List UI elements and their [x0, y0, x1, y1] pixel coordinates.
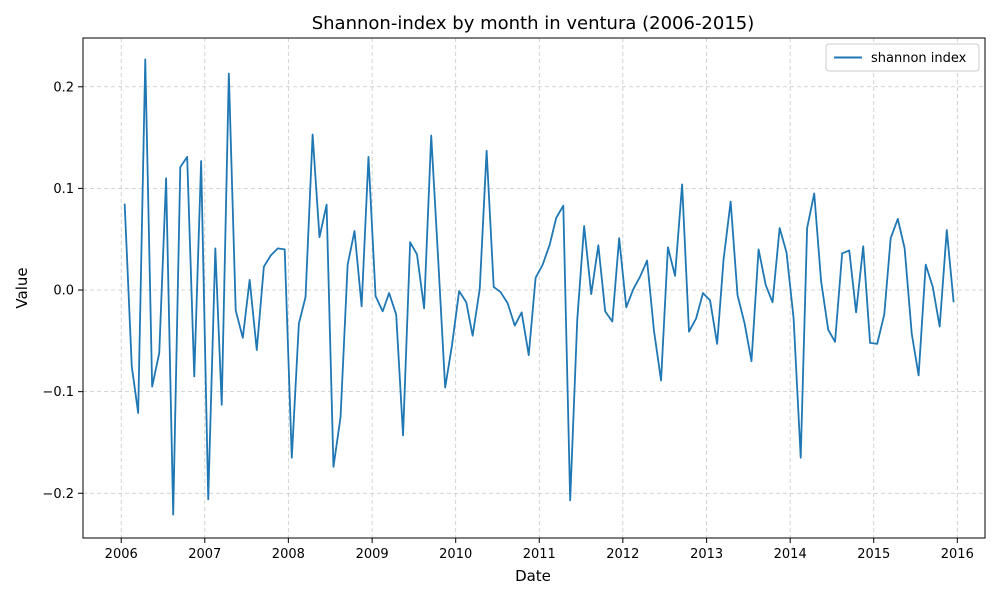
y-axis-label: Value [13, 267, 31, 308]
x-tick-label: 2007 [188, 547, 221, 562]
grid-lines [83, 38, 985, 538]
plot-frame [82, 37, 986, 539]
y-tick-label: 0.2 [53, 80, 74, 95]
legend: shannon index [825, 43, 980, 72]
x-axis-label: Date [515, 567, 551, 585]
x-tick-label: 2016 [941, 547, 974, 562]
y-axis: 0.2 0.1 0.0 −0.1 −0.2 [42, 80, 83, 502]
y-tick-label: −0.1 [42, 385, 74, 400]
y-tick-label: −0.2 [42, 487, 74, 502]
x-tick-label: 2009 [356, 547, 389, 562]
series-line-shannon-index [123, 58, 955, 516]
x-tick-label: 2014 [774, 547, 807, 562]
x-axis: 2006 2007 2008 2009 2010 2011 2012 2013 2014 2015… [105, 538, 974, 562]
x-tick-label: 2010 [439, 547, 472, 562]
series-layer [123, 58, 955, 516]
x-tick-label: 2015 [857, 547, 890, 562]
x-tick-label: 2011 [523, 547, 556, 562]
x-tick-label: 2013 [690, 547, 723, 562]
x-tick-label: 2006 [105, 547, 138, 562]
y-tick-label: 0.1 [53, 182, 74, 197]
legend-box [825, 43, 980, 72]
y-tick-label: 0.0 [53, 284, 74, 299]
x-tick-label: 2008 [272, 547, 305, 562]
legend-entry-shannon-index: shannon index [871, 51, 967, 66]
chart-title: Shannon-index by month in ventura (2006-… [312, 13, 755, 34]
x-tick-label: 2012 [606, 547, 639, 562]
